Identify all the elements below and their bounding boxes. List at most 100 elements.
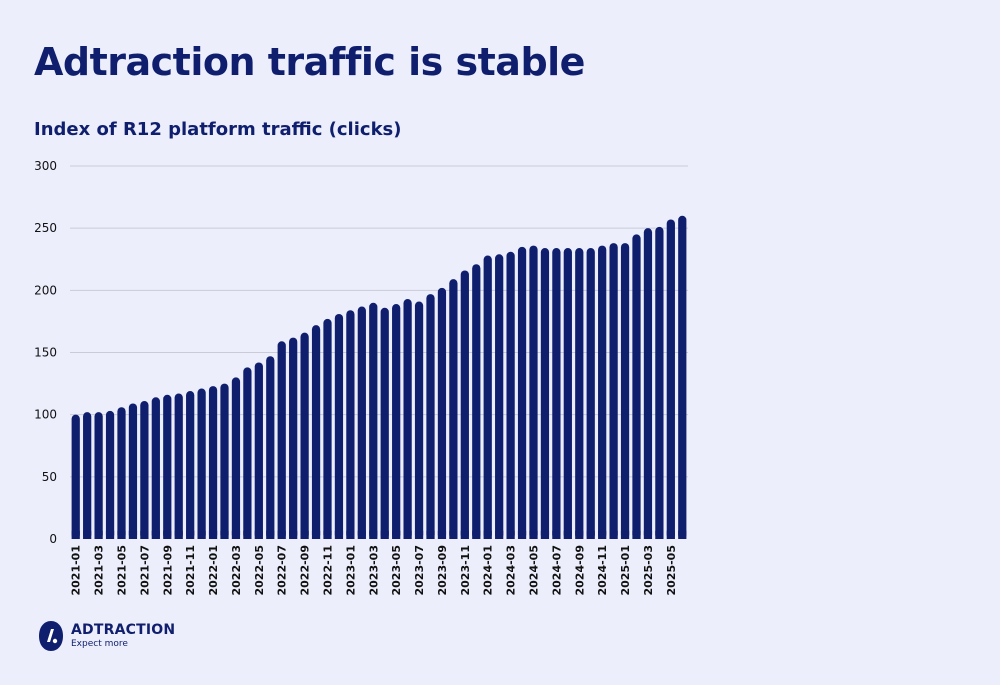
bar-2021-04: [105, 410, 115, 539]
x-tick-label: 2024-07: [550, 545, 563, 596]
bar-base: [334, 530, 344, 539]
bar-2022-04: [243, 367, 252, 539]
x-tick-label: 2022-09: [299, 545, 312, 596]
bar-base: [254, 530, 263, 539]
bar-base: [678, 530, 687, 539]
y-tick-label: 0: [49, 532, 57, 546]
bar-base: [529, 530, 538, 539]
bar-2022-02: [220, 383, 229, 539]
bar-2024-09: [575, 248, 584, 539]
bar-base: [472, 530, 481, 539]
x-tick-label: 2022-11: [322, 545, 335, 596]
bar-base: [598, 530, 607, 539]
bar-2025-05: [666, 219, 675, 540]
bar-base: [83, 530, 92, 539]
bar-2024-07: [552, 248, 561, 539]
bar-base: [220, 530, 229, 539]
x-tick-label: 2021-01: [70, 545, 83, 596]
bar-2023-01: [346, 310, 355, 539]
bar-base: [208, 530, 218, 539]
bar-base: [620, 530, 630, 539]
bar-base: [666, 530, 675, 539]
chart-subtitle: Index of R12 platform traffic (clicks): [34, 119, 402, 140]
bar-base: [300, 530, 309, 539]
bar-base: [643, 530, 653, 539]
bar-2021-03: [94, 412, 103, 539]
bar-2021-09: [163, 394, 172, 539]
bar-base: [586, 530, 595, 539]
bar-base: [277, 530, 286, 539]
bar-base: [437, 530, 447, 539]
bar-2023-02: [357, 306, 366, 539]
bar-2023-10: [449, 279, 458, 539]
y-tick-label: 100: [34, 408, 57, 422]
bar-2024-12: [609, 243, 618, 539]
x-tick-label: 2024-03: [505, 545, 518, 596]
x-tick-label: 2024-05: [528, 545, 541, 596]
bar-base: [414, 530, 424, 539]
grid-lines: [70, 165, 688, 478]
x-tick-label: 2024-09: [573, 545, 586, 596]
bar-2024-10: [586, 248, 595, 539]
x-tick-label: 2022-01: [207, 545, 220, 596]
x-tick-label: 2022-07: [276, 545, 289, 596]
x-tick-label: 2023-05: [390, 545, 403, 596]
x-tick-label: 2025-03: [642, 545, 655, 596]
bar-base: [151, 530, 160, 539]
bar-2023-11: [460, 270, 469, 539]
x-tick-label: 2021-05: [116, 545, 129, 596]
x-tick-label: 2023-09: [436, 545, 449, 596]
bar-base: [655, 530, 664, 539]
y-tick-label: 250: [34, 221, 57, 235]
bar-2023-09: [437, 287, 447, 539]
bar-base: [369, 530, 378, 539]
y-axis-ticks: 0 50 100 150 200 250 300: [34, 159, 57, 546]
bar-2023-05: [392, 304, 401, 539]
bar-base: [540, 530, 550, 539]
x-tick-label: 2023-11: [459, 545, 472, 596]
bar-2022-05: [254, 362, 263, 539]
bar-2021-10: [174, 393, 183, 539]
page-title: Adtraction traffic is stable: [34, 40, 585, 84]
bar-base: [609, 530, 618, 539]
bar-2024-06: [540, 248, 550, 539]
adtraction-logo-icon: [39, 621, 63, 651]
bar-base: [231, 530, 241, 539]
bar-2023-03: [369, 302, 378, 539]
bar-base: [563, 530, 572, 539]
bar-2021-11: [186, 391, 195, 539]
bar-2021-12: [197, 388, 206, 539]
bar-base: [105, 530, 115, 539]
bar-2021-08: [151, 397, 160, 539]
bar-base: [323, 530, 332, 539]
bar-2024-08: [563, 248, 572, 539]
x-tick-label: 2021-09: [161, 545, 174, 596]
bar-base: [163, 530, 172, 539]
bar-2022-01: [208, 386, 218, 539]
x-tick-label: 2021-11: [184, 545, 197, 596]
bar-base: [403, 530, 412, 539]
bar-base: [186, 530, 195, 539]
bar-2022-09: [300, 332, 309, 539]
bar-2023-06: [403, 299, 412, 539]
brand-tagline: Expect more: [71, 639, 128, 649]
bar-base: [575, 530, 584, 539]
bar-2023-08: [426, 294, 435, 539]
x-tick-label: 2021-07: [138, 545, 151, 596]
bar-base: [392, 530, 401, 539]
bar-2024-05: [529, 245, 538, 539]
x-tick-label: 2022-03: [230, 545, 243, 596]
bar-base: [94, 530, 103, 539]
bar-2024-01: [483, 255, 492, 539]
bar-2024-11: [598, 245, 607, 539]
bar-base: [289, 530, 298, 539]
bar-base: [140, 530, 149, 539]
y-tick-label: 300: [34, 159, 57, 173]
x-tick-label: 2023-01: [344, 545, 357, 596]
bar-base: [243, 530, 252, 539]
x-axis-ticks: 2021-01 2021-03 2021-05 2021-07 2021-09 2021-…: [70, 545, 678, 596]
bar-base: [483, 530, 492, 539]
x-tick-label: 2023-07: [413, 545, 426, 596]
y-tick-label: 200: [34, 283, 57, 297]
